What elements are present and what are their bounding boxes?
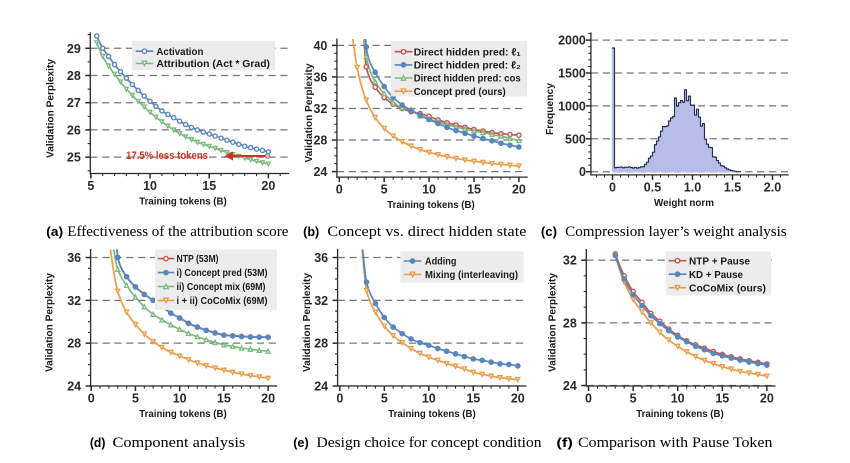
svg-text:32: 32 — [313, 102, 327, 116]
svg-text:1.0: 1.0 — [684, 180, 701, 194]
svg-text:36: 36 — [313, 70, 327, 84]
svg-text:NTP + Pause: NTP + Pause — [689, 255, 750, 267]
svg-text:28: 28 — [67, 69, 81, 83]
svg-text:2000: 2000 — [558, 34, 586, 48]
svg-text:28: 28 — [313, 134, 327, 148]
svg-text:26: 26 — [67, 123, 81, 137]
svg-text:Training tokens (B): Training tokens (B) — [139, 195, 226, 207]
svg-text:Direct hidden pred: ℓ₁: Direct hidden pred: ℓ₁ — [414, 46, 521, 58]
svg-text:Training tokens (B): Training tokens (B) — [387, 199, 474, 211]
svg-text:0: 0 — [336, 183, 343, 197]
svg-text:20: 20 — [511, 392, 525, 406]
svg-text:Adding: Adding — [425, 256, 456, 268]
svg-text:10: 10 — [422, 183, 436, 197]
svg-text:20: 20 — [261, 179, 275, 193]
svg-text:10: 10 — [422, 392, 436, 406]
svg-text:20: 20 — [261, 392, 275, 406]
svg-text:15: 15 — [217, 392, 231, 406]
svg-text:Attribution (Act * Grad): Attribution (Act * Grad) — [156, 58, 270, 70]
svg-text:0: 0 — [88, 392, 95, 406]
svg-text:5: 5 — [87, 179, 94, 193]
svg-text:15: 15 — [467, 183, 481, 197]
svg-text:i + ii) CoCoMix (69M): i + ii) CoCoMix (69M) — [177, 295, 268, 307]
svg-text:28: 28 — [67, 337, 81, 351]
svg-text:Validation Perplexity: Validation Perplexity — [301, 273, 313, 372]
svg-text:28: 28 — [314, 337, 328, 351]
svg-text:0: 0 — [585, 392, 592, 406]
svg-text:32: 32 — [314, 294, 328, 308]
svg-text:27: 27 — [67, 96, 81, 110]
svg-text:1000: 1000 — [558, 99, 586, 113]
svg-text:2.0: 2.0 — [764, 180, 781, 194]
svg-text:20: 20 — [760, 392, 774, 406]
svg-text:17.5% less tokens: 17.5% less tokens — [126, 150, 208, 162]
svg-text:Compression layer’s weight ana: Compression layer’s weight analysis — [565, 224, 787, 240]
svg-text:10: 10 — [143, 179, 157, 193]
svg-text:24: 24 — [314, 380, 328, 394]
svg-text:Validation Perplexity: Validation Perplexity — [303, 63, 315, 162]
svg-text:36: 36 — [314, 251, 328, 265]
svg-text:1.5: 1.5 — [724, 180, 741, 194]
svg-text:Direct hidden pred: ℓ₂: Direct hidden pred: ℓ₂ — [414, 60, 521, 72]
svg-text:(d): (d) — [90, 435, 106, 450]
svg-text:Validation Perplexity: Validation Perplexity — [547, 273, 559, 372]
svg-text:36: 36 — [67, 251, 81, 265]
svg-text:Training tokens (B): Training tokens (B) — [636, 408, 723, 420]
svg-text:10: 10 — [173, 392, 187, 406]
svg-text:(b): (b) — [303, 224, 319, 239]
svg-text:28: 28 — [563, 316, 577, 330]
svg-text:Validation Perplexity: Validation Perplexity — [44, 273, 56, 372]
svg-text:NTP (53M): NTP (53M) — [177, 253, 219, 265]
svg-text:Concept vs. direct hidden stat: Concept vs. direct hidden state — [327, 224, 526, 240]
svg-text:1500: 1500 — [558, 67, 586, 81]
svg-text:24: 24 — [313, 165, 327, 179]
svg-text:0: 0 — [609, 180, 616, 194]
svg-text:10: 10 — [671, 392, 685, 406]
svg-text:Comparison with Pause Token: Comparison with Pause Token — [578, 435, 773, 451]
svg-text:15: 15 — [715, 392, 729, 406]
svg-text:0.5: 0.5 — [644, 180, 661, 194]
svg-text:Frequency: Frequency — [544, 83, 556, 135]
svg-text:Training tokens (B): Training tokens (B) — [388, 408, 475, 420]
svg-text:CoCoMix (ours): CoCoMix (ours) — [689, 282, 766, 294]
svg-text:(f): (f) — [556, 435, 573, 450]
svg-text:Concept pred (ours): Concept pred (ours) — [414, 86, 506, 98]
svg-text:(c): (c) — [541, 224, 557, 239]
svg-text:Effectiveness of the attributi: Effectiveness of the attribution score — [67, 224, 288, 240]
svg-text:i) Concept pred (53M): i) Concept pred (53M) — [177, 267, 268, 279]
svg-text:5: 5 — [630, 392, 637, 406]
svg-text:20: 20 — [512, 183, 526, 197]
svg-text:Validation Perplexity: Validation Perplexity — [44, 59, 56, 158]
svg-text:Weight norm: Weight norm — [654, 197, 714, 209]
svg-text:24: 24 — [563, 379, 577, 393]
svg-text:500: 500 — [565, 132, 586, 146]
svg-text:KD + Pause: KD + Pause — [689, 269, 743, 281]
svg-text:Direct hidden pred: cos: Direct hidden pred: cos — [414, 73, 521, 85]
svg-text:29: 29 — [67, 42, 81, 56]
svg-text:40: 40 — [313, 39, 327, 53]
svg-text:(e): (e) — [293, 435, 309, 450]
svg-text:ii) Concept mix (69M): ii) Concept mix (69M) — [177, 281, 266, 293]
svg-text:15: 15 — [466, 392, 480, 406]
svg-text:24: 24 — [67, 380, 81, 394]
svg-text:0: 0 — [579, 165, 586, 179]
svg-text:32: 32 — [67, 294, 81, 308]
svg-text:Training tokens (B): Training tokens (B) — [139, 408, 226, 420]
svg-text:32: 32 — [563, 254, 577, 268]
svg-text:25: 25 — [67, 151, 81, 165]
svg-text:5: 5 — [381, 183, 388, 197]
svg-text:5: 5 — [132, 392, 139, 406]
svg-text:Activation: Activation — [156, 46, 203, 58]
svg-text:15: 15 — [202, 179, 216, 193]
svg-text:(a): (a) — [46, 224, 63, 239]
svg-text:Component analysis: Component analysis — [113, 435, 246, 451]
svg-text:5: 5 — [381, 392, 388, 406]
svg-text:Design choice for concept cond: Design choice for concept condition — [317, 435, 543, 451]
svg-text:0: 0 — [336, 392, 343, 406]
svg-text:Mixing (interleaving): Mixing (interleaving) — [425, 269, 518, 281]
